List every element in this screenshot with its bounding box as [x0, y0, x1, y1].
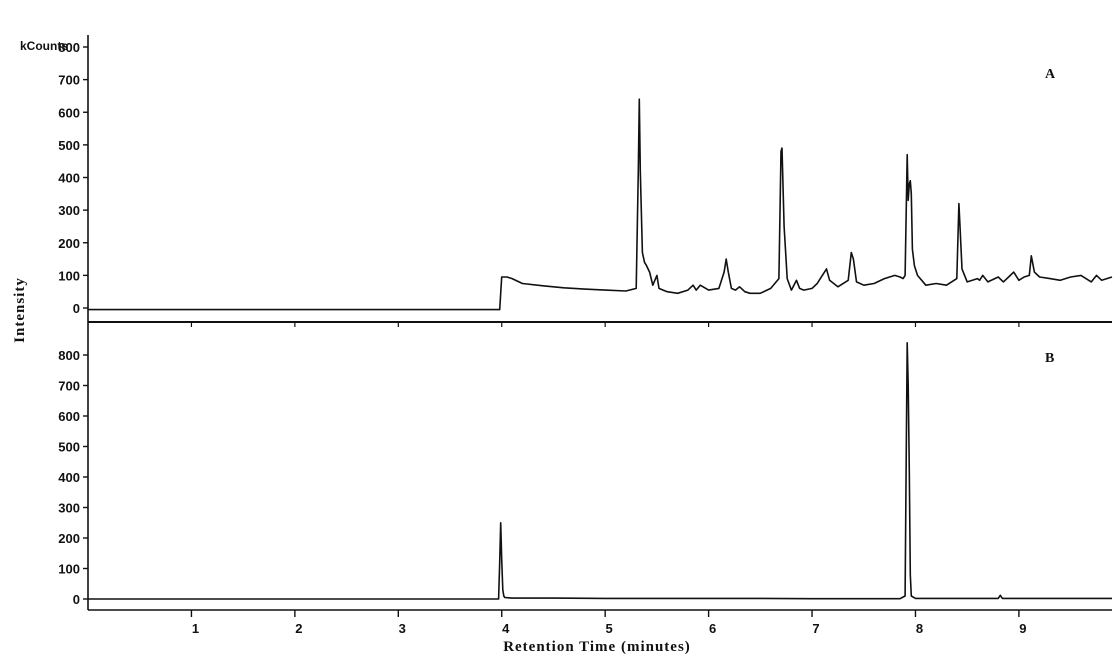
x-tick-label-7: 7: [812, 621, 819, 636]
panel-label-b: B: [1045, 351, 1054, 366]
y-tick-label-a-0: 0: [73, 301, 80, 316]
x-axis-title: Retention Time (minutes): [503, 639, 691, 655]
y-tick-label-b-400: 400: [58, 470, 80, 485]
y-tick-label-b-500: 500: [58, 440, 80, 455]
y-tick-label-a-800: 800: [58, 40, 80, 55]
y-tick-label-a-300: 300: [58, 203, 80, 218]
tick-layer: 0 100 200 300 400 500 600 700 800 0 100 200 300 400 50…: [58, 40, 1026, 636]
y-tick-label-b-100: 100: [58, 562, 80, 577]
panel-label-a: A: [1045, 67, 1056, 82]
y-unit-label: kCounts: [20, 39, 68, 53]
x-tick-label-5: 5: [606, 621, 613, 636]
x-tick-label-8: 8: [916, 621, 923, 636]
y-tick-label-b-800: 800: [58, 348, 80, 363]
y-tick-label-a-600: 600: [58, 105, 80, 120]
y-axis-title: Intensity: [12, 277, 28, 343]
trace-panel-b: [88, 341, 1112, 600]
x-tick-label-6: 6: [709, 621, 716, 636]
y-tick-label-a-400: 400: [58, 171, 80, 186]
y-tick-label-b-700: 700: [58, 379, 80, 394]
trace-panel-a: [88, 98, 1113, 311]
y-tick-label-b-0: 0: [73, 592, 80, 607]
y-tick-label-b-600: 600: [58, 409, 80, 424]
y-tick-label-b-300: 300: [58, 501, 80, 516]
y-tick-label-b-200: 200: [58, 531, 80, 546]
x-tick-label-2: 2: [295, 621, 302, 636]
x-tick-label-1: 1: [192, 621, 199, 636]
y-tick-label-a-200: 200: [58, 236, 80, 251]
trace-layer: [88, 98, 1113, 600]
y-tick-label-a-500: 500: [58, 138, 80, 153]
x-tick-label-3: 3: [399, 621, 406, 636]
x-tick-label-9: 9: [1019, 621, 1026, 636]
y-tick-label-a-700: 700: [58, 73, 80, 88]
x-tick-label-4: 4: [502, 621, 510, 636]
y-tick-label-a-100: 100: [58, 268, 80, 283]
